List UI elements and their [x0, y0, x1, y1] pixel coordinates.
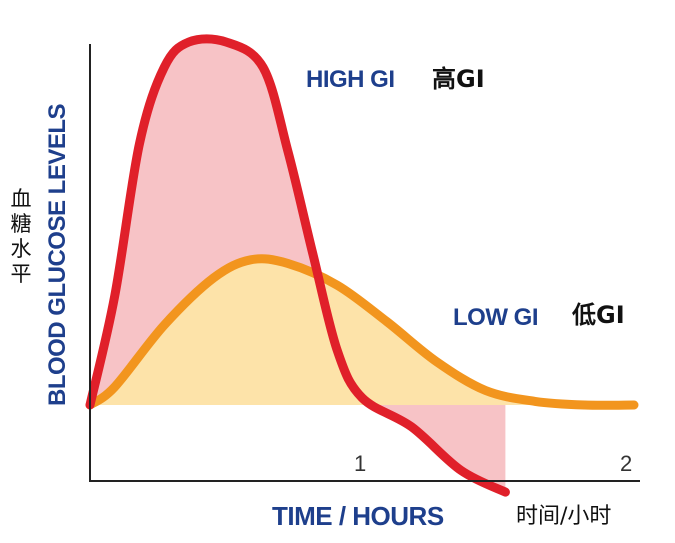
series-label-high-gi-cn: 高GI — [432, 65, 485, 93]
x-tick-label: 2 — [620, 451, 633, 476]
series-label-low-gi: LOW GI — [453, 304, 538, 331]
x-tick-label: 1 — [354, 451, 367, 476]
series-line-1 — [85, 254, 639, 410]
x-axis-label: TIME / HOURS — [272, 501, 444, 531]
series-label-high-gi: HIGH GI — [306, 66, 395, 93]
series-label-low-gi-cn: 低GI — [572, 301, 625, 329]
series-fill-1 — [90, 258, 634, 406]
y-axis-label-cn: 血糖水平 — [10, 187, 32, 286]
y-axis-label: BLOOD GLUCOSE LEVELS — [44, 103, 71, 407]
x-axis-label-cn: 时间/小时 — [516, 504, 612, 529]
series-line-0 — [85, 34, 510, 497]
